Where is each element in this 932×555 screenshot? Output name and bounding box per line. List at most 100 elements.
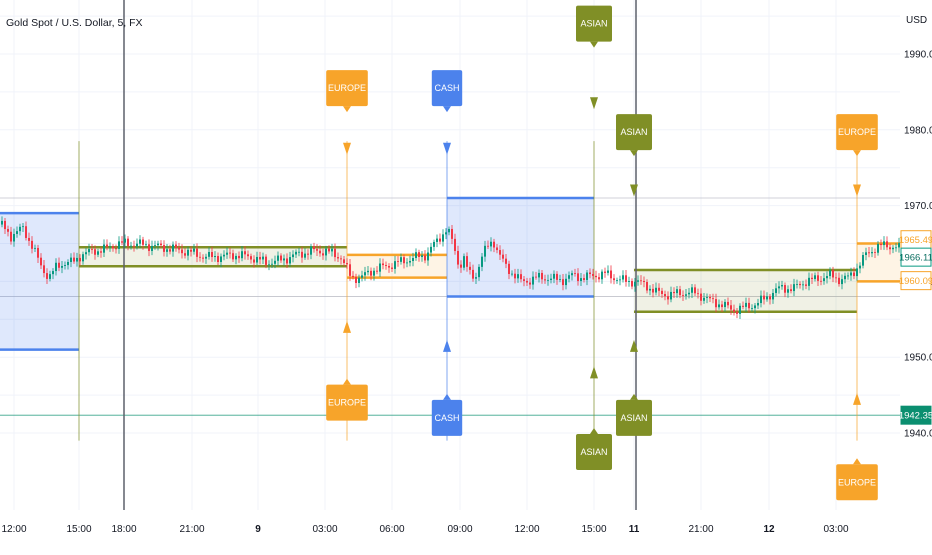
europe-label-text: EUROPE: [328, 83, 366, 93]
candle-body: [58, 262, 60, 268]
candle-body: [655, 287, 657, 293]
session-boxes: [0, 196, 900, 351]
candle-body: [193, 248, 195, 252]
candle-body: [172, 244, 174, 252]
candle-body: [694, 287, 696, 294]
candle-body: [514, 273, 516, 279]
europe-label-pointer: [343, 106, 351, 113]
candle-body: [838, 277, 840, 285]
candle-body: [229, 252, 231, 254]
asian-label-box: [616, 114, 652, 151]
candle-body: [433, 241, 435, 247]
time-tick-label: 15:00: [581, 524, 606, 535]
candle-body: [766, 296, 768, 300]
asian-label-text: ASIAN: [620, 127, 647, 137]
asian-label-text: ASIAN: [620, 413, 647, 423]
candle-body: [562, 279, 564, 286]
candle-body: [364, 272, 366, 276]
europe-label-text: EUROPE: [838, 477, 876, 487]
candle-body: [670, 291, 672, 300]
candle-body: [418, 252, 420, 257]
candle-body: [166, 249, 168, 252]
candle-body: [709, 296, 711, 299]
candle-body: [427, 252, 429, 261]
time-axis[interactable]: 12:00 15:00 18:00 21:00 9 03:00 06:00 09:00 12:0…: [1, 524, 848, 535]
candle-body: [859, 265, 861, 269]
asian-session-label: ASIAN: [576, 427, 612, 470]
candle-body: [160, 243, 162, 246]
candle-body: [163, 245, 165, 252]
candle-body: [547, 279, 549, 281]
candle-body: [523, 279, 525, 281]
session-vertical-lines: [78, 0, 858, 510]
candle-body: [499, 250, 501, 255]
candle-body: [622, 275, 624, 280]
candle-body: [691, 287, 693, 293]
cash-label-pointer: [443, 106, 451, 113]
candle-body: [16, 231, 18, 234]
asian-label-text: ASIAN: [580, 19, 607, 29]
candle-body: [535, 276, 537, 278]
candle-body: [817, 275, 819, 281]
candle-body: [379, 263, 381, 272]
candle-body: [103, 244, 105, 253]
candle-body: [403, 257, 405, 264]
price-tick-label: 1980.00: [904, 125, 932, 136]
candle-body: [877, 243, 879, 253]
candle-body: [532, 276, 534, 285]
candle-body: [205, 256, 207, 259]
candle-body: [541, 272, 543, 280]
candle-body: [469, 266, 471, 270]
candle-body: [76, 257, 78, 262]
candle-body: [7, 229, 9, 232]
candle-body: [337, 257, 339, 259]
candle-body: [154, 245, 156, 246]
candle-body: [529, 282, 531, 285]
candle-body: [598, 277, 600, 280]
candle-body: [61, 265, 63, 268]
candle-body: [208, 251, 210, 257]
price-tick-label: 1950.00: [904, 353, 932, 364]
price-axis[interactable]: 1990.001980.001970.001960.001950.001940.…: [899, 50, 932, 440]
candle-body: [721, 304, 723, 308]
price-tick-label: 1990.00: [904, 50, 932, 61]
candle-body: [301, 251, 303, 258]
candle-body: [490, 241, 492, 247]
candle-body: [298, 251, 300, 253]
candle-body: [898, 243, 900, 248]
candle-body: [346, 263, 348, 265]
candle-body: [385, 265, 387, 266]
candle-body: [703, 297, 705, 301]
price-tag-box: [900, 271, 932, 291]
candle-body: [544, 279, 546, 281]
time-tick-label: 12:00: [1, 524, 26, 535]
candle-body: [472, 269, 474, 279]
candle-body: [889, 247, 891, 250]
candle-body: [742, 305, 744, 307]
candle-body: [226, 252, 228, 255]
price-tag: 1966.11: [899, 247, 932, 267]
price-tag: 1942.35: [899, 405, 932, 425]
candle-body: [796, 283, 798, 285]
candle-body: [232, 253, 234, 260]
europe-session-label: EUROPE: [326, 378, 368, 421]
candle-body: [775, 288, 777, 293]
candle-body: [769, 296, 771, 300]
candle-body: [181, 249, 183, 254]
candle-body: [634, 281, 636, 287]
candle-body: [34, 247, 36, 249]
candle-body: [577, 273, 579, 282]
europe-triangle-marker: [853, 184, 861, 197]
candle-body: [736, 311, 738, 314]
europe-label-pointer: [343, 378, 351, 385]
candle-body: [292, 254, 294, 258]
candle-body: [784, 285, 786, 293]
price-tag-label: 1960.09: [899, 276, 932, 287]
candle-body: [244, 251, 246, 255]
candle-body: [148, 244, 150, 251]
asian-label-box: [616, 399, 652, 436]
candle-body: [4, 220, 6, 230]
candle-body: [82, 254, 84, 262]
candle-body: [127, 238, 129, 246]
